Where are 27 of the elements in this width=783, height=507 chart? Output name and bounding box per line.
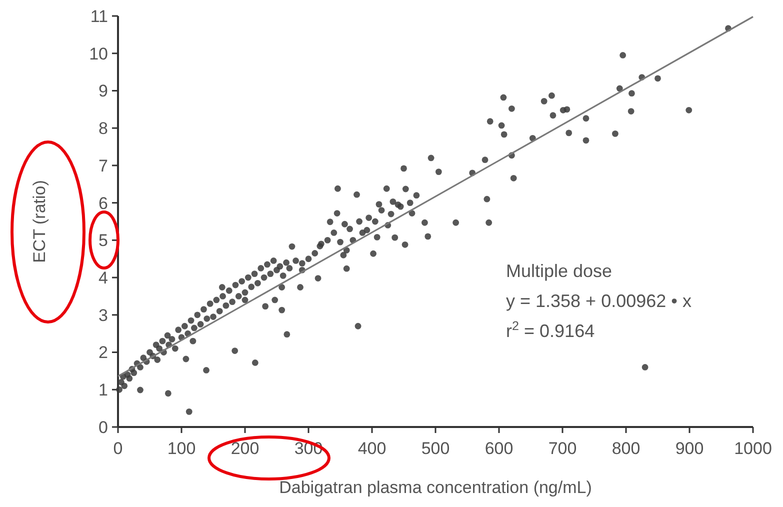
annotation: y = 1.358 + 0.00962 • x [506,291,692,311]
annotation: Multiple dose [506,261,612,281]
y-tick-label: 4 [98,268,108,288]
x-tick-label: 400 [358,439,386,458]
annotation: r$^{2}$ = 0.9164 [506,319,595,341]
y-tick-label: 7 [98,156,108,176]
y-tick-label: 5 [98,231,108,250]
x-tick-label: 600 [484,439,514,458]
x-tick-label: 900 [675,439,704,458]
y-tick-label: 2 [98,343,108,362]
x-tick-label: 1000 [734,439,772,458]
x-tick-label: 800 [612,439,640,458]
y-tick-label: 1 [98,380,108,400]
y-tick-label: 8 [98,119,108,138]
x-tick-label: 0 [113,439,123,458]
x-tick-label: 100 [167,439,196,458]
y-axis-title: ECT (ratio) [30,180,49,263]
y-tick-label: 3 [98,306,108,325]
y-tick-label: 0 [98,418,108,437]
y-tick-label: 6 [98,194,108,213]
y-tick-label: 9 [98,82,108,101]
y-tick-label: 10 [89,44,108,64]
x-tick-label: 700 [548,439,577,458]
y-tick-label: 11 [90,6,108,26]
x-tick-label: 200 [230,439,260,458]
x-tick-label: 500 [421,439,450,458]
x-axis-title: Dabigatran plasma concentration (ng/mL) [279,478,592,497]
